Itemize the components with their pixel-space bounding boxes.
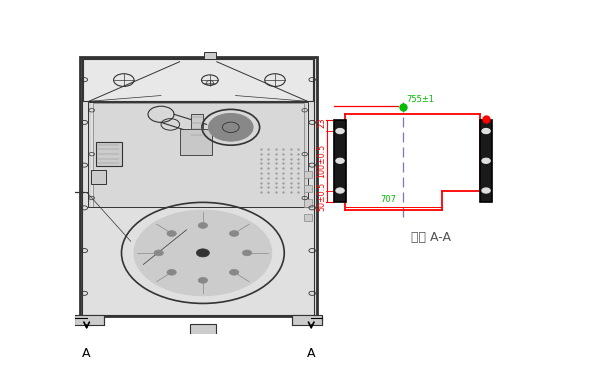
Text: 23: 23 (317, 117, 326, 128)
Bar (179, 129, 212, 155)
Bar (80, 57, 317, 316)
Circle shape (190, 334, 215, 350)
Bar (96, 142, 121, 166)
Bar (481, 120, 491, 201)
Bar (82, 58, 314, 315)
Text: 50±0.5: 50±0.5 (317, 182, 326, 211)
Circle shape (482, 188, 490, 193)
Bar (92, 103, 304, 207)
Bar (88, 102, 308, 207)
Bar (304, 200, 312, 207)
Bar (204, 52, 215, 59)
Circle shape (196, 249, 209, 257)
Circle shape (242, 250, 252, 256)
Bar (334, 120, 346, 201)
Bar (292, 315, 322, 325)
Circle shape (482, 158, 490, 164)
Circle shape (208, 113, 253, 141)
Bar (83, 59, 313, 101)
Circle shape (229, 231, 239, 236)
Circle shape (187, 243, 219, 263)
Bar (304, 185, 312, 192)
Circle shape (336, 129, 344, 133)
Text: A: A (307, 347, 316, 360)
Bar (190, 324, 215, 342)
Text: 707: 707 (380, 195, 397, 204)
Circle shape (198, 223, 208, 228)
Circle shape (336, 188, 344, 193)
Text: A: A (82, 347, 91, 360)
Circle shape (336, 158, 344, 164)
Text: 剖面 A-A: 剖面 A-A (411, 231, 451, 243)
Circle shape (482, 129, 490, 133)
Bar (91, 170, 106, 184)
Bar (191, 114, 203, 137)
Circle shape (167, 231, 176, 236)
Text: 100±0.5: 100±0.5 (317, 144, 326, 178)
Circle shape (134, 210, 272, 296)
Circle shape (154, 250, 163, 256)
Circle shape (198, 278, 208, 283)
Circle shape (229, 269, 239, 275)
Text: 755±1: 755±1 (406, 95, 434, 104)
Bar (74, 315, 104, 325)
Bar (304, 214, 312, 221)
Bar (304, 171, 312, 178)
Circle shape (167, 269, 176, 275)
